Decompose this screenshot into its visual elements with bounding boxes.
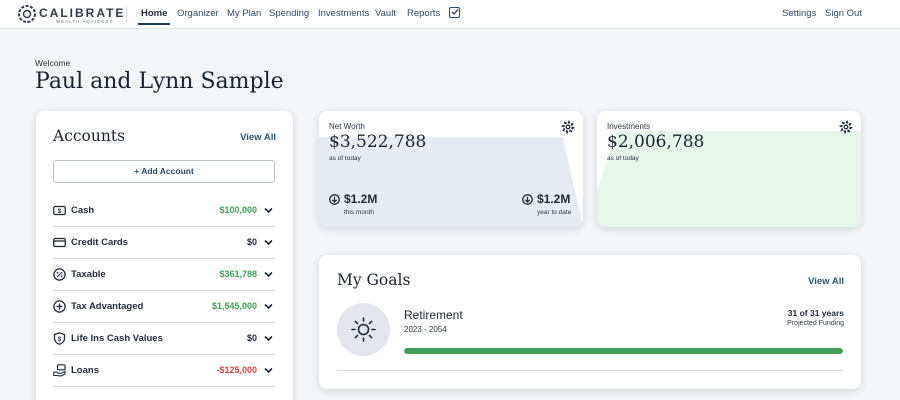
goal-funding-label: Projected Funding (787, 320, 844, 327)
net-worth-as-of: as of today (329, 155, 361, 162)
accounts-card: Accounts View All + Add Account $ Cash $… (36, 111, 293, 400)
nav-sign-out[interactable]: Sign Out (825, 8, 862, 19)
account-value: $100,000 (219, 205, 257, 215)
investments-value: $2,006,788 (607, 132, 705, 152)
goal-progress-fill (404, 348, 843, 354)
goal-name[interactable]: Retirement (404, 308, 463, 322)
goal-divider (337, 370, 843, 371)
chevron-down-icon[interactable] (264, 270, 273, 279)
account-row-taxable[interactable]: Taxable $361,788 (53, 260, 275, 291)
accounts-title: Accounts (53, 127, 126, 145)
add-account-button[interactable]: + Add Account (53, 160, 275, 183)
logo[interactable]: CALIBRATE WEALTH ADVISORS (17, 4, 123, 26)
welcome-label: Welcome (35, 58, 71, 68)
nav-reports[interactable]: Reports (407, 8, 441, 19)
accounts-view-all-link[interactable]: View All (240, 132, 276, 143)
goal-years: 2023 - 2054 (404, 325, 447, 334)
goal-progress-bar (404, 348, 843, 354)
investments-as-of: as of today (607, 155, 639, 162)
account-row-loans[interactable]: Loans -$125,000 (53, 356, 275, 387)
net-worth-area-graphic (319, 137, 583, 227)
top-nav: CALIBRATE WEALTH ADVISORS Home Organizer… (0, 0, 900, 29)
goals-title: My Goals (337, 271, 411, 289)
nav-divider (126, 7, 127, 22)
add-account-label: Add Account (141, 166, 194, 176)
arrow-circle-icon (329, 194, 340, 205)
account-label: Credit Cards (71, 237, 129, 248)
nav-investments[interactable]: Investments (318, 8, 370, 19)
account-value: $361,788 (219, 269, 257, 279)
plus-circle-icon (53, 300, 66, 313)
retirement-goal-icon (337, 303, 390, 356)
investments-area-graphic (597, 131, 861, 227)
nav-settings[interactable]: Settings (782, 8, 817, 19)
ytd-change-label: year to date (537, 209, 572, 216)
client-names: Paul and Lynn Sample (35, 69, 284, 94)
account-value: $1,545,000 (211, 301, 257, 311)
goal-funding-status: 31 of 31 years (787, 308, 844, 318)
credit-card-icon (53, 237, 66, 248)
percent-icon (53, 268, 66, 281)
hand-money-icon (53, 364, 66, 377)
chevron-down-icon[interactable] (264, 206, 273, 215)
svg-text:$: $ (58, 337, 62, 343)
account-label: Cash (71, 205, 95, 216)
net-worth-label: Net Worth (329, 122, 365, 131)
chevron-down-icon[interactable] (264, 366, 273, 375)
gear-icon[interactable] (839, 120, 853, 134)
month-change-label: this month (344, 209, 374, 216)
chevron-down-icon[interactable] (264, 238, 273, 247)
net-worth-value: $3,522,788 (329, 132, 427, 152)
chevron-down-icon[interactable] (264, 302, 273, 311)
chevron-down-icon[interactable] (264, 334, 273, 343)
cash-icon: $ (53, 205, 66, 216)
investments-label: Investments (607, 122, 651, 131)
account-row-cash[interactable]: $ Cash $100,000 (53, 196, 275, 227)
plus-icon: + (134, 166, 142, 176)
shield-dollar-icon: $ (53, 332, 66, 345)
account-row-life-ins[interactable]: $ Life Ins Cash Values $0 (53, 324, 275, 355)
nav-spending[interactable]: Spending (269, 8, 310, 19)
net-worth-card[interactable]: Net Worth $3,522,788 as of today $1.2M t… (319, 111, 583, 227)
nav-active-indicator (138, 23, 170, 25)
account-value: $0 (246, 333, 257, 343)
account-row-credit-cards[interactable]: Credit Cards $0 (53, 228, 275, 259)
investments-card[interactable]: Investments $2,006,788 as of today (597, 111, 861, 227)
logo-subtitle: WEALTH ADVISORS (56, 19, 114, 24)
goals-card: My Goals View All Retirement 2023 - 2054… (319, 255, 861, 389)
tasks-check-icon[interactable] (449, 7, 460, 18)
nav-organizer[interactable]: Organizer (177, 8, 219, 19)
logo-mark-icon (18, 5, 36, 23)
ytd-change-value: $1.2M (537, 192, 571, 206)
arrow-circle-icon (522, 194, 533, 205)
nav-home[interactable]: Home (141, 8, 168, 19)
month-change-value: $1.2M (344, 192, 378, 206)
account-label: Taxable (71, 269, 106, 280)
svg-text:$: $ (58, 209, 62, 215)
logo-name: CALIBRATE (39, 6, 126, 20)
account-label: Tax Advantaged (71, 301, 144, 312)
account-value: -$125,000 (216, 365, 257, 375)
nav-my-plan[interactable]: My Plan (227, 8, 262, 19)
account-row-tax-advantaged[interactable]: Tax Advantaged $1,545,000 (53, 292, 275, 323)
account-label: Life Ins Cash Values (71, 333, 163, 344)
goals-view-all-link[interactable]: View All (808, 276, 844, 287)
gear-icon[interactable] (561, 120, 575, 134)
nav-vault[interactable]: Vault (375, 8, 396, 19)
account-value: $0 (246, 237, 257, 247)
sun-icon (351, 317, 376, 342)
account-label: Loans (71, 365, 99, 376)
